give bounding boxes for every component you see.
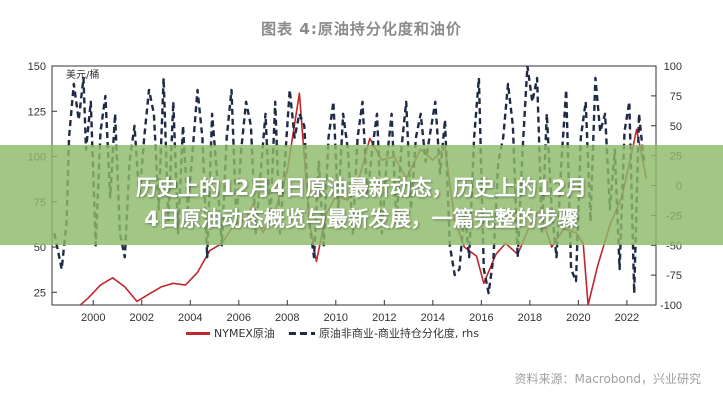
right-axis-tick-label: 50 xyxy=(670,121,682,133)
legend-label-positioning: 原油非商业-商业持仓分化度, rhs xyxy=(318,327,479,340)
x-axis-tick-label: 2020 xyxy=(566,312,590,324)
headline-banner: 历史上的12月4日原油最新动态，历史上的12月 4日原油动态概览与最新发展，一篇… xyxy=(0,145,723,245)
x-axis-tick-label: 2014 xyxy=(421,312,445,324)
chart-legend: NYMEX原油 原油非商业-商业持仓分化度, rhs xyxy=(186,325,479,341)
headline-line-1: 历史上的12月4日原油最新动态，历史上的12月 xyxy=(135,176,588,200)
legend-swatch-positioning xyxy=(288,331,315,335)
x-axis-tick-label: 2012 xyxy=(372,312,396,324)
x-axis-tick-label: 2008 xyxy=(275,312,299,324)
left-axis-tick-label: 125 xyxy=(28,106,46,118)
left-axis-tick-label: 150 xyxy=(28,61,46,73)
left-axis-tick-label: 50 xyxy=(34,242,46,254)
headline-line-2: 4日原油动态概览与最新发展，一篇完整的步骤 xyxy=(144,207,579,231)
right-axis-tick-label: -100 xyxy=(660,300,682,312)
chart-title: 图表 4:原油持分化度和油价 xyxy=(261,20,462,38)
right-axis-tick-label: 75 xyxy=(670,91,682,103)
source-note: 资料来源：Macrobond，兴业研究 xyxy=(514,372,702,386)
x-axis-tick-label: 2000 xyxy=(81,312,105,324)
right-axis-tick-label: -75 xyxy=(666,270,682,282)
x-axis-tick-label: 2010 xyxy=(324,312,348,324)
legend-label-price: NYMEX原油 xyxy=(214,327,275,340)
x-axis-tick-label: 2018 xyxy=(518,312,542,324)
left-axis-unit-label: 美元/桶 xyxy=(66,68,99,81)
x-axis-tick-label: 2016 xyxy=(469,312,493,324)
x-axis-tick-label: 2002 xyxy=(130,312,154,324)
x-axis-tick-label: 2004 xyxy=(178,312,202,324)
left-axis-tick-label: 25 xyxy=(34,287,46,299)
legend-swatch-price xyxy=(186,331,210,335)
series-line-positioning xyxy=(53,66,646,295)
x-axis-tick-label: 2006 xyxy=(227,312,251,324)
x-axis-tick-label: 2022 xyxy=(615,312,639,324)
right-axis-tick-label: 100 xyxy=(664,61,682,73)
